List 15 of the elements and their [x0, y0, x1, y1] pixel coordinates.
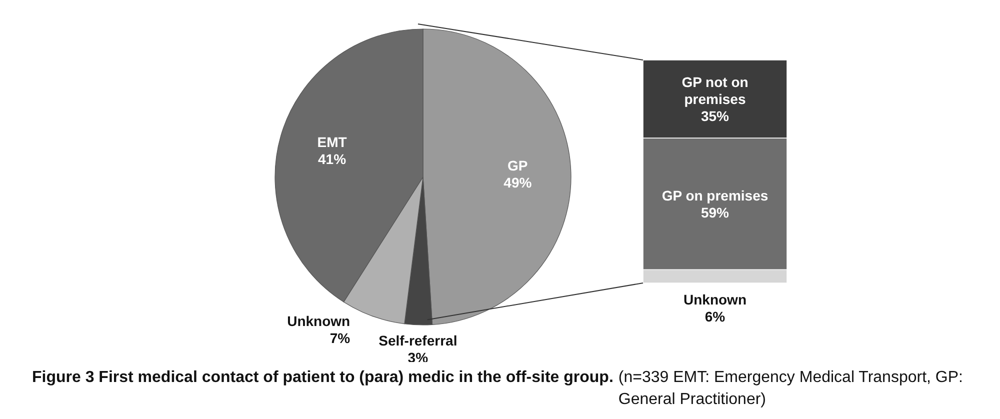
data-label: 6%: [704, 308, 726, 324]
slice-label: Self-referral: [378, 332, 458, 348]
data-label: 41%: [318, 151, 347, 168]
series-label: GP on premises: [662, 187, 768, 204]
data-label: 59%: [700, 204, 730, 220]
data-label: 35%: [700, 108, 730, 124]
text: (n=339 EMT: Emergency Medical Transport, GP: General Practitioner): [618, 368, 964, 410]
slice-label: Unknown: [287, 312, 350, 329]
slice-label: GP: [508, 158, 528, 174]
series-label: GP not on premises: [682, 74, 748, 108]
series-label: Unknown: [684, 292, 746, 308]
data-label: 49%: [504, 174, 532, 191]
data-label: 7%: [330, 330, 351, 346]
slice-label: EMT: [317, 134, 348, 150]
text: Figure 3 First medical contact of patient to (para) medic in the off-site group.: [32, 368, 614, 388]
